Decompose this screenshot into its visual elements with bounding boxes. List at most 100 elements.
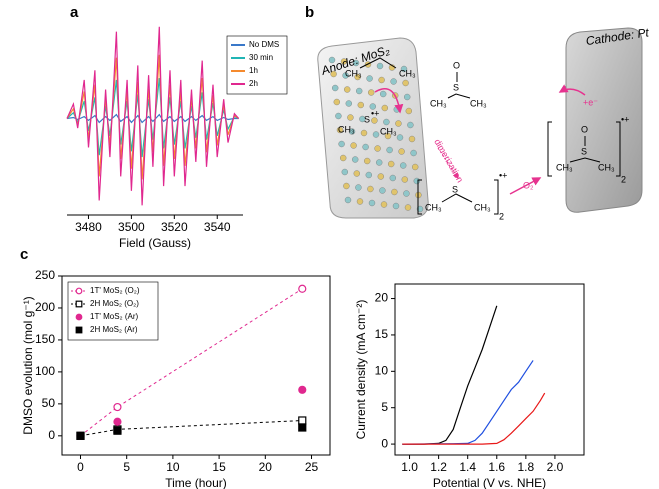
y-tick-label: 150 [35, 332, 55, 346]
atom [336, 126, 344, 134]
x-tick-label: 1.0 [401, 460, 418, 474]
x-axis-label: Time (hour) [165, 476, 227, 489]
atom [335, 112, 342, 120]
x-tick-label: 1.2 [430, 460, 447, 474]
atom [384, 132, 392, 140]
bracket [417, 179, 499, 215]
atom [380, 90, 387, 98]
marker [298, 385, 307, 394]
atom [332, 84, 339, 92]
legend-label: 30 min [249, 53, 273, 62]
atom [379, 187, 386, 194]
series-line [80, 288, 303, 437]
atom [344, 86, 351, 93]
y-tick-label: 50 [42, 396, 56, 410]
atom [368, 199, 376, 207]
x-tick-label: 3520 [161, 220, 188, 234]
x-tick-label: 2.0 [547, 460, 564, 474]
y-tick-label: 5 [381, 400, 388, 414]
y-tick-label: 250 [35, 268, 55, 282]
atom [403, 190, 410, 197]
atom [408, 135, 416, 143]
diagram-label: +e⁻ [583, 97, 598, 107]
diagram-label: CH₃ [556, 162, 573, 172]
atom [341, 168, 348, 176]
marker [76, 431, 85, 440]
legend-marker [75, 313, 83, 321]
atom [330, 70, 337, 78]
atom [345, 100, 352, 107]
x-tick-label: 25 [305, 460, 319, 474]
atom [368, 89, 375, 96]
legend-label: 2h [249, 79, 258, 88]
diagram-label: •+ [371, 108, 379, 118]
panel-label: b [305, 4, 314, 21]
diagram-label: CH₃ [598, 162, 615, 172]
y-axis-label: DMSO evolution (mol g⁻¹) [21, 296, 35, 434]
series-line [402, 360, 534, 445]
y-tick-label: 100 [35, 364, 55, 378]
marker [298, 423, 307, 432]
atom [356, 87, 363, 95]
legend-label: 1T' MoS₂ (O₂) [90, 286, 140, 295]
y-axis-label: Current density (mA cm⁻²) [354, 300, 368, 440]
atom [392, 202, 400, 210]
cathode-plate [565, 27, 643, 213]
atom [376, 159, 383, 166]
atom [372, 131, 380, 138]
diagram-label: S [453, 82, 459, 92]
atom [359, 115, 366, 123]
arrow [374, 88, 404, 114]
panel-label: a [70, 4, 79, 21]
diagram-label: S [364, 114, 370, 124]
atom [388, 160, 395, 168]
marker [298, 416, 307, 425]
atom [354, 73, 361, 81]
legend-label: 2H MoS₂ (Ar) [90, 325, 138, 334]
bracket [547, 121, 621, 177]
diagram-label: dimerization [432, 137, 465, 184]
atom [352, 156, 359, 163]
atom [365, 171, 372, 179]
atom [381, 104, 388, 112]
atom [395, 120, 402, 127]
atom [340, 58, 348, 65]
atom [343, 182, 350, 190]
atom [367, 185, 374, 193]
legend-marker [75, 300, 83, 308]
atom [390, 78, 397, 85]
marker [113, 426, 122, 435]
plot-frame [61, 275, 331, 456]
atom [376, 62, 384, 70]
atom [357, 101, 364, 109]
atom [410, 149, 417, 157]
marker [298, 284, 307, 293]
atom [350, 142, 357, 149]
atom [342, 72, 349, 79]
atom [400, 65, 408, 73]
legend-label: 1h [249, 66, 258, 75]
diagram-label: O [453, 60, 460, 70]
atom [352, 59, 360, 67]
y-tick-label: 10 [375, 363, 389, 377]
x-tick-label: 20 [259, 460, 273, 474]
atom [380, 201, 388, 208]
legend-label: 2H MoS₂ (O₂) [90, 299, 139, 308]
x-axis-label: Field (Gauss) [119, 236, 191, 250]
bond [359, 57, 601, 203]
series-line [66, 113, 239, 124]
x-tick-label: 3540 [204, 220, 231, 234]
atom [328, 56, 336, 64]
y-tick-label: 0 [48, 428, 55, 442]
diagram-label: CH₃ [338, 124, 355, 134]
diagram-label: •+ [499, 170, 507, 180]
diagram-label: O₂ [523, 180, 534, 190]
marker [113, 402, 122, 412]
legend-label: 1T' MoS₂ (Ar) [90, 312, 139, 321]
atom [404, 204, 412, 211]
atom [340, 154, 347, 162]
diagram-label: CH₃ [380, 126, 397, 136]
panel-label: c [20, 246, 28, 263]
legend-label: No DMS [249, 40, 279, 49]
